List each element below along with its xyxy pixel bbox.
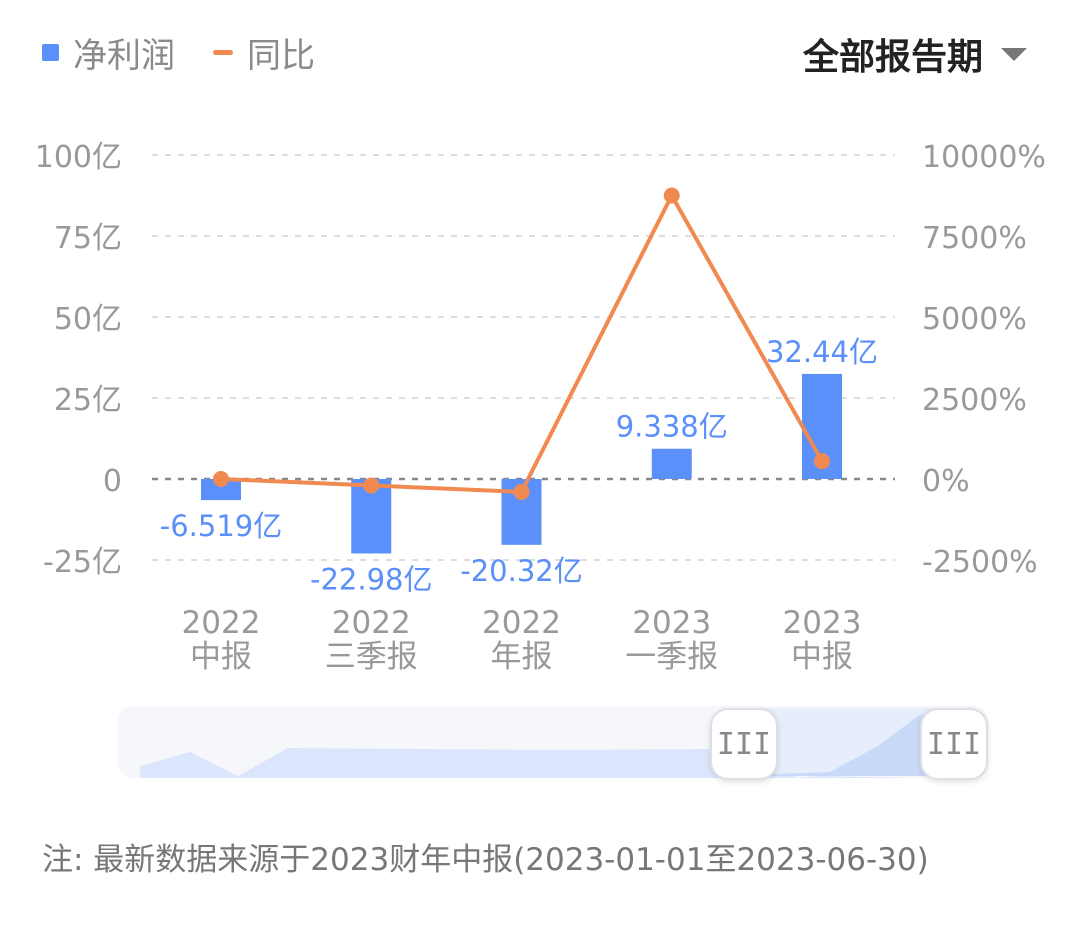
right-axis-tick-label: 0% <box>922 464 970 499</box>
yoy-point <box>814 453 830 470</box>
chart-legend: 净利润 同比 <box>42 28 315 77</box>
left-axis-tick-label: 100亿 <box>35 140 122 175</box>
bar-value-label: -6.519亿 <box>160 509 283 543</box>
x-axis-tick-label-year: 2023 <box>783 605 862 641</box>
x-axis-tick-label-period: 一季报 <box>625 639 718 675</box>
x-axis-tick-label-year: 2022 <box>182 605 261 641</box>
bar-value-label: 32.44亿 <box>766 335 878 369</box>
right-axis-tick-label: 2500% <box>922 383 1027 418</box>
caret-down-icon <box>1001 47 1027 61</box>
yoy-point <box>513 483 530 500</box>
legend-item-net-profit[interactable]: 净利润 <box>42 28 175 77</box>
bar-net-profit <box>651 448 692 479</box>
left-axis-tick-label: 0 <box>103 464 122 499</box>
right-axis-tick-label: 5000% <box>922 302 1027 337</box>
slider-preview <box>140 708 932 778</box>
x-axis-tick-label-year: 2022 <box>482 605 561 641</box>
range-slider[interactable]: III III <box>118 706 988 780</box>
legend-label-yoy: 同比 <box>247 36 315 76</box>
bar-value-label: 9.338亿 <box>616 410 728 444</box>
bar-net-profit <box>201 479 241 501</box>
slider-left-handle[interactable]: III <box>710 708 778 780</box>
x-axis-tick-label-period: 三季报 <box>325 639 418 675</box>
bar-swatch-icon <box>42 44 59 61</box>
period-dropdown[interactable]: 全部报告期 <box>803 28 1027 80</box>
x-axis-tick-label-period: 中报 <box>190 639 252 675</box>
yoy-point <box>663 187 680 204</box>
bar-value-label: -20.32亿 <box>460 554 583 588</box>
slider-right-handle[interactable]: III <box>920 708 988 780</box>
left-axis-tick-label: -25亿 <box>43 545 122 580</box>
right-axis-tick-label: 10000% <box>922 140 1046 175</box>
legend-item-yoy[interactable]: 同比 <box>213 28 315 77</box>
left-axis-tick-label: 75亿 <box>54 221 122 256</box>
left-axis-tick-label: 50亿 <box>54 302 122 337</box>
slider-preview-area-selected <box>744 712 932 776</box>
yoy-line <box>220 193 824 494</box>
x-axis-tick-label-period: 中报 <box>791 639 853 675</box>
data-source-note: 注: 最新数据来源于2023财年中报(2023-01-01至2023-06-30… <box>42 842 929 878</box>
yoy-point <box>363 477 380 494</box>
bar-value-label: -22.98亿 <box>310 562 433 596</box>
line-swatch-icon <box>213 50 233 55</box>
period-dropdown-label: 全部报告期 <box>802 37 983 78</box>
chart-canvas: 100亿 10000% 75亿 7500% 50亿 5000% 25亿 2500% 0 0% -25… <box>35 140 1046 675</box>
right-axis-tick-label: -2500% <box>922 545 1038 580</box>
legend-label-net-profit: 净利润 <box>73 36 175 76</box>
yoy-point <box>213 471 229 487</box>
right-axis-tick-label: 7500% <box>922 221 1027 256</box>
left-axis-tick-label: 25亿 <box>54 383 122 418</box>
x-axis-tick-label-year: 2022 <box>332 605 411 641</box>
x-axis-tick-label-year: 2023 <box>632 605 711 641</box>
x-axis-tick-label-period: 年报 <box>491 639 553 675</box>
